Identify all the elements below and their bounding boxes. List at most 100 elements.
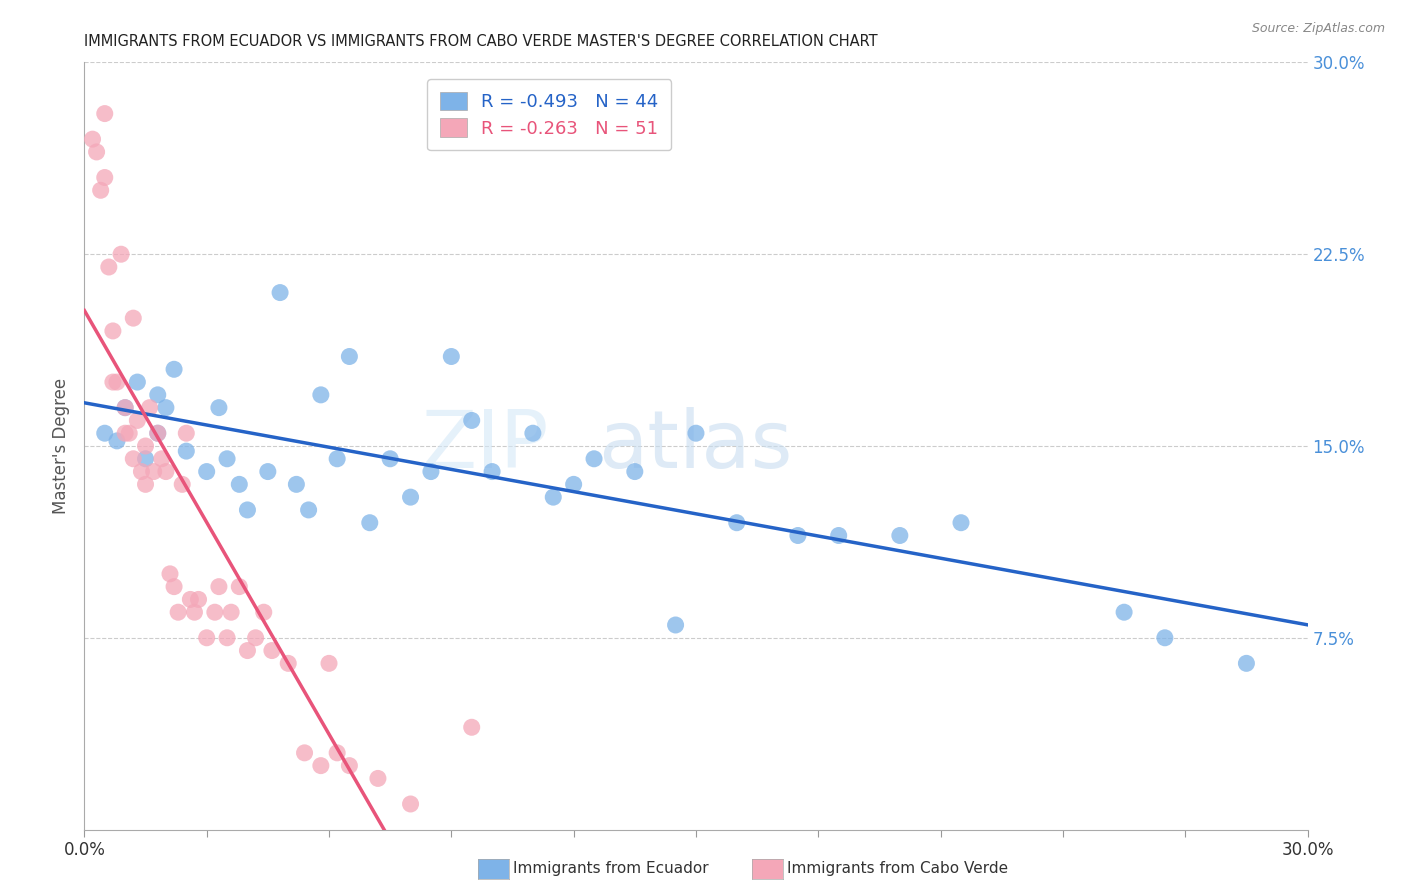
Point: [155, 401, 177, 415]
Text: atlas: atlas: [598, 407, 793, 485]
Point: [174, 426, 197, 441]
Point: [179, 592, 201, 607]
Point: [228, 580, 250, 594]
Point: [543, 490, 565, 504]
Text: IMMIGRANTS FROM ECUADOR VS IMMIGRANTS FROM CABO VERDE MASTER'S DEGREE CORRELATIO: IMMIGRANTS FROM ECUADOR VS IMMIGRANTS FR…: [84, 34, 877, 49]
Point: [309, 758, 332, 772]
Point: [138, 401, 160, 415]
Point: [245, 631, 267, 645]
Point: [624, 465, 647, 479]
Point: [122, 451, 145, 466]
Point: [326, 451, 349, 466]
Point: [110, 247, 132, 261]
Point: [146, 426, 169, 441]
Point: [90, 183, 112, 197]
Point: [440, 350, 463, 364]
Point: [101, 324, 124, 338]
Point: [326, 746, 349, 760]
Point: [339, 350, 361, 364]
Point: [399, 797, 422, 811]
Point: [155, 465, 177, 479]
Point: [204, 605, 226, 619]
Point: [159, 566, 181, 581]
Point: [97, 260, 120, 274]
Point: [277, 657, 299, 671]
Point: [228, 477, 250, 491]
Point: [318, 657, 340, 671]
Point: [562, 477, 585, 491]
Point: [367, 772, 389, 786]
Legend: R = -0.493   N = 44, R = -0.263   N = 51: R = -0.493 N = 44, R = -0.263 N = 51: [427, 79, 671, 151]
Point: [257, 465, 280, 479]
Point: [131, 465, 153, 479]
Point: [787, 528, 810, 542]
Point: [101, 375, 124, 389]
Point: [665, 618, 688, 632]
Point: [146, 426, 169, 441]
Point: [950, 516, 973, 530]
Point: [420, 465, 443, 479]
Point: [1236, 657, 1258, 671]
Point: [86, 145, 108, 159]
Point: [260, 643, 283, 657]
Point: [167, 605, 190, 619]
Point: [309, 388, 332, 402]
Point: [105, 375, 128, 389]
Point: [208, 401, 231, 415]
Text: Source: ZipAtlas.com: Source: ZipAtlas.com: [1251, 22, 1385, 36]
Point: [583, 451, 606, 466]
Point: [163, 362, 186, 376]
Point: [93, 426, 115, 441]
Point: [217, 631, 239, 645]
Point: [522, 426, 544, 441]
Point: [339, 758, 361, 772]
Point: [481, 465, 503, 479]
Text: Immigrants from Cabo Verde: Immigrants from Cabo Verde: [787, 862, 1008, 876]
Point: [359, 516, 381, 530]
Point: [118, 426, 141, 441]
Point: [828, 528, 851, 542]
Point: [135, 439, 157, 453]
Text: Immigrants from Ecuador: Immigrants from Ecuador: [513, 862, 709, 876]
Point: [135, 451, 157, 466]
Point: [150, 451, 173, 466]
Point: [298, 503, 321, 517]
Point: [1114, 605, 1136, 619]
Text: ZIP: ZIP: [422, 407, 550, 485]
Point: [174, 444, 197, 458]
Point: [114, 426, 136, 441]
Point: [725, 516, 748, 530]
Point: [122, 311, 145, 326]
Point: [135, 477, 157, 491]
Point: [105, 434, 128, 448]
Point: [889, 528, 911, 542]
Point: [285, 477, 308, 491]
Y-axis label: Master's Degree: Master's Degree: [52, 378, 70, 514]
Point: [461, 413, 484, 427]
Point: [461, 720, 484, 734]
Point: [93, 106, 115, 120]
Point: [127, 375, 149, 389]
Point: [1154, 631, 1177, 645]
Point: [127, 413, 149, 427]
Point: [93, 170, 115, 185]
Point: [253, 605, 276, 619]
Point: [380, 451, 402, 466]
Point: [82, 132, 104, 146]
Point: [187, 592, 209, 607]
Point: [146, 388, 169, 402]
Point: [236, 503, 259, 517]
Point: [195, 465, 218, 479]
Point: [269, 285, 291, 300]
Point: [685, 426, 707, 441]
Point: [172, 477, 194, 491]
Point: [399, 490, 422, 504]
Point: [208, 580, 231, 594]
Point: [294, 746, 316, 760]
Point: [163, 580, 186, 594]
Point: [219, 605, 242, 619]
Point: [217, 451, 239, 466]
Point: [142, 465, 165, 479]
Point: [114, 401, 136, 415]
Point: [195, 631, 218, 645]
